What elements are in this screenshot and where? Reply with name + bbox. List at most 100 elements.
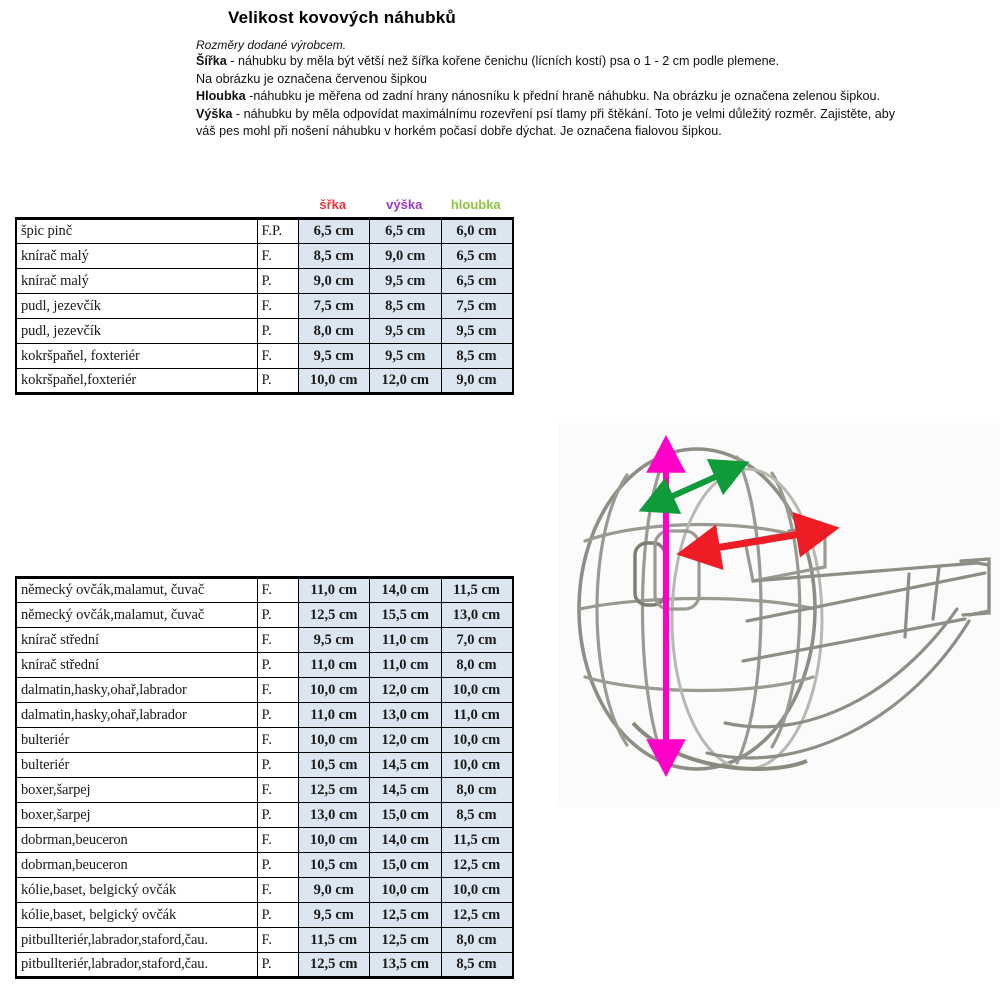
table-row: špic pinč F.P. 6,5 cm 6,5 cm 6,0 cm (15, 217, 514, 244)
muzzle-illustration (557, 423, 1000, 807)
cell-breed: špic pinč (15, 217, 258, 244)
cell-side: P. (256, 952, 299, 979)
cell-sirka: 12,5 cm (297, 777, 370, 803)
cell-side: P. (256, 702, 299, 728)
cell-side: F. (256, 777, 299, 803)
cell-sirka: 9,5 cm (297, 627, 370, 653)
cell-hloubka: 11,5 cm (440, 576, 514, 603)
header-spacer-breed (15, 197, 256, 217)
cell-vyska: 13,0 cm (369, 702, 442, 728)
cell-breed: knírač střední (15, 627, 258, 653)
intro-sirka-label: Šířka (196, 54, 227, 68)
cell-side: F. (256, 627, 299, 653)
cell-vyska: 9,0 cm (369, 243, 442, 269)
table-row: kólie,baset, belgický ovčák F. 9,0 cm 10,0 … (15, 877, 514, 903)
cell-vyska: 9,5 cm (369, 343, 442, 369)
cell-side: P. (256, 602, 299, 628)
table-row: kólie,baset, belgický ovčák P. 9,5 cm 12,5 … (15, 902, 514, 928)
cell-side: P. (256, 902, 299, 928)
cell-side: F. (256, 677, 299, 703)
cell-side: P. (256, 268, 299, 294)
cell-hloubka: 8,0 cm (440, 927, 514, 953)
cell-breed: bulteriér (15, 727, 258, 753)
cell-breed: kólie,baset, belgický ovčák (15, 877, 258, 903)
cell-sirka: 9,0 cm (297, 877, 370, 903)
cell-side: F. (256, 243, 299, 269)
cell-side: F. (256, 877, 299, 903)
cell-breed: dalmatin,hasky,ohař,labrador (15, 677, 258, 703)
cell-hloubka: 7,5 cm (440, 293, 514, 319)
cell-hloubka: 9,0 cm (440, 368, 514, 395)
cell-vyska: 13,5 cm (369, 952, 442, 979)
table-row: dobrman,beuceron F. 10,0 cm 14,0 cm 11,5 cm (15, 827, 514, 853)
cell-side: F.P. (256, 217, 299, 244)
cell-side: F. (256, 343, 299, 369)
cell-hloubka: 8,5 cm (440, 343, 514, 369)
cell-vyska: 12,0 cm (369, 727, 442, 753)
cell-breed: pudl, jezevčík (15, 293, 258, 319)
cell-breed: dobrman,beuceron (15, 827, 258, 853)
cell-sirka: 7,5 cm (297, 293, 370, 319)
cell-side: F. (256, 576, 299, 603)
table-row: pitbullteriér,labrador,staford,čau. F. 11,… (15, 927, 514, 953)
table-row: pudl, jezevčík P. 8,0 cm 9,5 cm 9,5 cm (15, 318, 514, 344)
cell-sirka: 8,5 cm (297, 243, 370, 269)
table-row: německý ovčák,malamut, čuvač F. 11,0 cm 14,… (15, 576, 514, 603)
table-row: německý ovčák,malamut, čuvač P. 12,5 cm 15,… (15, 602, 514, 628)
cell-sirka: 10,5 cm (297, 852, 370, 878)
cell-breed: kólie,baset, belgický ovčák (15, 902, 258, 928)
table-row: dalmatin,hasky,ohař,labrador P. 11,0 cm 13,… (15, 702, 514, 728)
cell-hloubka: 8,0 cm (440, 777, 514, 803)
table-row: bulteriér F. 10,0 cm 12,0 cm 10,0 cm (15, 727, 514, 753)
cell-breed: kokršpaňel,foxteriér (15, 368, 258, 395)
cell-breed: knírač malý (15, 268, 258, 294)
table-row: boxer,šarpej F. 12,5 cm 14,5 cm 8,0 cm (15, 777, 514, 803)
cell-sirka: 6,5 cm (297, 217, 370, 244)
table-column-headers: šřka výška hloubka (15, 197, 512, 217)
cell-sirka: 9,5 cm (297, 902, 370, 928)
intro-sirka-note: Na obrázku je označena červenou šipkou (196, 71, 428, 86)
cell-hloubka: 11,5 cm (440, 827, 514, 853)
intro-hloubka-text: -náhubku je měřena od zadní hrany nánosn… (245, 89, 880, 104)
cell-hloubka: 6,0 cm (440, 217, 514, 244)
cell-hloubka: 10,0 cm (440, 752, 514, 778)
cell-vyska: 8,5 cm (369, 293, 442, 319)
column-header-sirka: šřka (319, 197, 347, 212)
cell-vyska: 9,5 cm (369, 318, 442, 344)
cell-breed: kokršpaňel, foxteriér (15, 343, 258, 369)
cell-side: F. (256, 927, 299, 953)
cell-hloubka: 10,0 cm (440, 677, 514, 703)
intro-vyska-label: Výška (196, 106, 233, 121)
table-row: pitbullteriér,labrador,staford,čau. P. 12,… (15, 952, 514, 979)
cell-sirka: 9,0 cm (297, 268, 370, 294)
cell-vyska: 14,5 cm (369, 777, 442, 803)
cell-hloubka: 8,5 cm (440, 952, 514, 979)
cell-vyska: 15,0 cm (369, 802, 442, 828)
cell-breed: knírač střední (15, 652, 258, 678)
table-row: boxer,šarpej P. 13,0 cm 15,0 cm 8,5 cm (15, 802, 514, 828)
intro-hloubka-label: Hloubka (196, 89, 246, 104)
header-spacer-side (256, 197, 297, 217)
intro-sirka-line: Šířka - náhubku by měla být větší než ší… (196, 53, 896, 71)
cell-sirka: 11,0 cm (297, 702, 370, 728)
cell-vyska: 12,5 cm (369, 927, 442, 953)
cell-vyska: 11,0 cm (369, 652, 442, 678)
cell-sirka: 12,5 cm (297, 602, 370, 628)
intro-sirka-text: - náhubku by měla být větší než šířka ko… (226, 54, 780, 68)
cell-sirka: 8,0 cm (297, 318, 370, 344)
cell-hloubka: 10,0 cm (440, 877, 514, 903)
cell-sirka: 12,5 cm (297, 952, 370, 979)
cell-hloubka: 13,0 cm (440, 602, 514, 628)
cell-hloubka: 9,5 cm (440, 318, 514, 344)
cell-vyska: 10,0 cm (369, 877, 442, 903)
table-row: knírač malý F. 8,5 cm 9,0 cm 6,5 cm (15, 243, 514, 269)
cell-side: P. (256, 318, 299, 344)
cell-sirka: 10,0 cm (297, 827, 370, 853)
table-row: dalmatin,hasky,ohař,labrador F. 10,0 cm 12,… (15, 677, 514, 703)
cell-side: P. (256, 652, 299, 678)
cell-vyska: 12,0 cm (369, 368, 442, 395)
cell-vyska: 14,0 cm (369, 827, 442, 853)
cell-side: P. (256, 852, 299, 878)
cell-breed: dobrman,beuceron (15, 852, 258, 878)
cell-vyska: 14,0 cm (369, 576, 442, 603)
